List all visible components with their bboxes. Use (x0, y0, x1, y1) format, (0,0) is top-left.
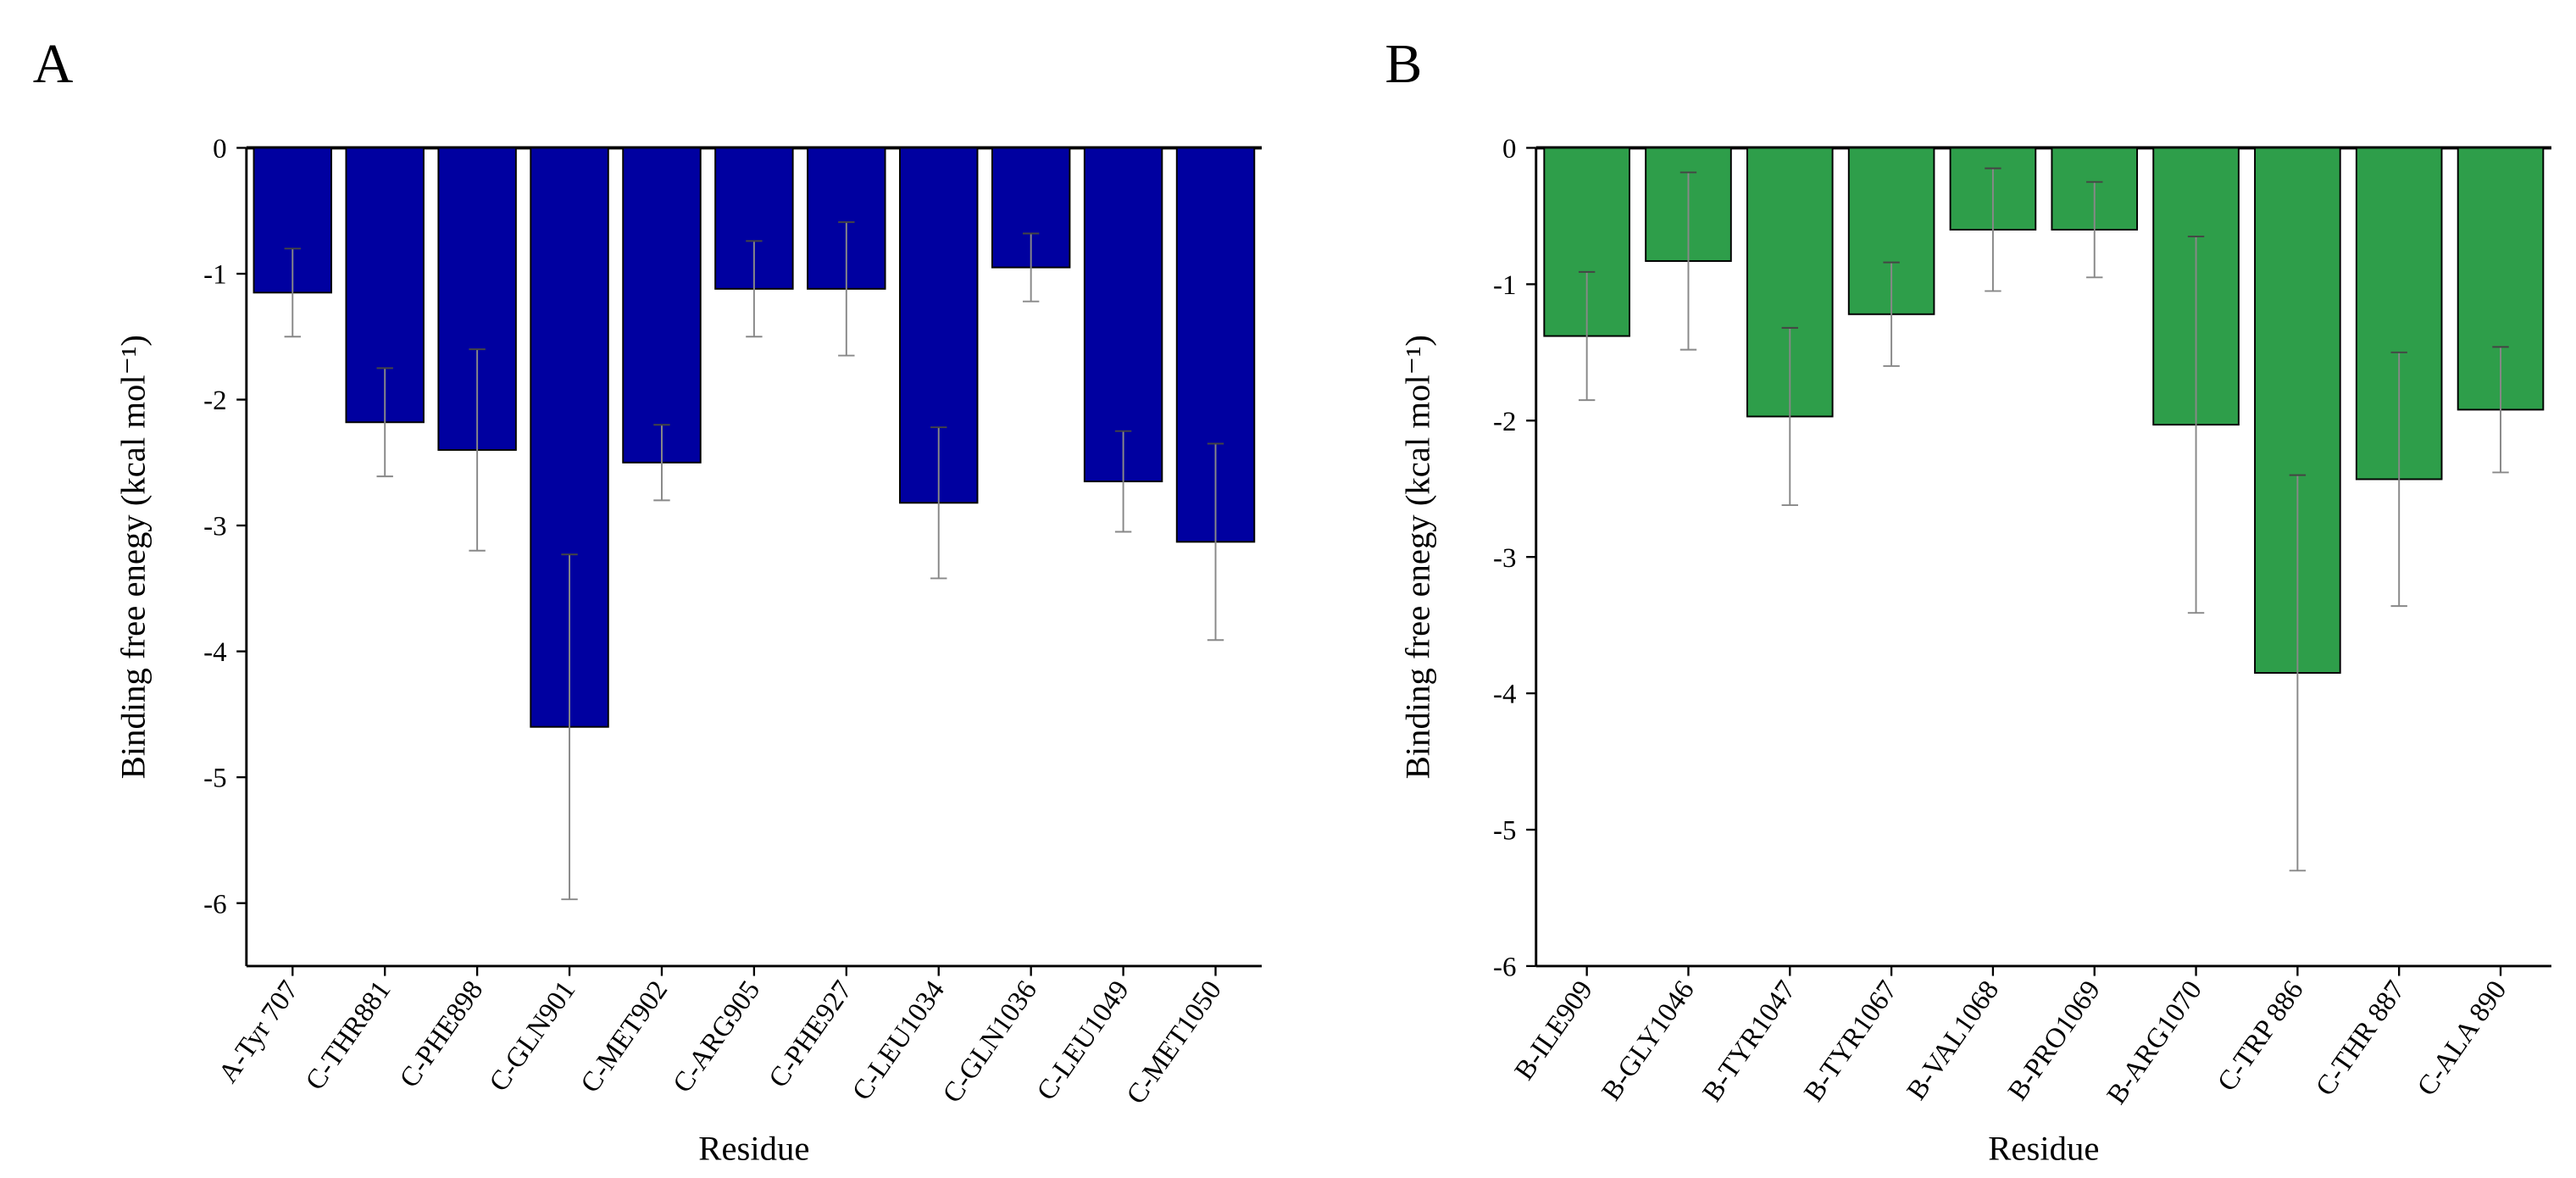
x-tick-label: A-Tyr 707 (213, 975, 304, 1088)
x-tick-label: C-PHE898 (394, 975, 489, 1093)
x-tick-label: C-GLN901 (484, 975, 582, 1097)
panel-label: B (1385, 33, 1422, 95)
y-tick-label: -3 (1493, 543, 1516, 574)
x-tick-label: C-ALA 890 (2412, 975, 2512, 1102)
y-axis-label: Binding free enegy (kcal mol⁻¹) (114, 335, 153, 779)
x-tick-label: C-LEU1034 (847, 975, 951, 1106)
x-tick-label: C-THR881 (300, 975, 397, 1096)
y-tick-label: -5 (203, 764, 226, 794)
x-axis-label: Residue (698, 1130, 809, 1168)
y-tick-label: -2 (1493, 407, 1516, 437)
bar (622, 147, 702, 464)
y-tick-label: -1 (203, 260, 226, 291)
y-tick-label: -2 (203, 386, 226, 416)
x-tick-label: C-ARG905 (668, 975, 767, 1098)
y-tick-label: -1 (1493, 270, 1516, 301)
x-tick-label: B-VAL1068 (1901, 975, 2006, 1106)
y-tick-label: -5 (1493, 816, 1516, 847)
y-tick-label: -6 (203, 889, 226, 920)
y-tick-label: -3 (203, 512, 226, 542)
x-tick-label: C-LEU1049 (1031, 975, 1135, 1106)
x-axis-label: Residue (1988, 1130, 2099, 1168)
y-tick-label: -4 (1493, 680, 1516, 710)
y-tick-label: -4 (203, 637, 226, 668)
x-tick-label: C-TRP 886 (2212, 975, 2309, 1097)
x-tick-label: C-MET902 (575, 975, 675, 1098)
x-tick-label: B-ARG1070 (2101, 975, 2208, 1110)
x-tick-label: B-TYR1067 (1798, 975, 1903, 1108)
x-tick-label: B-PRO1069 (2002, 975, 2107, 1106)
y-axis-label: Binding free enegy (kcal mol⁻¹) (1399, 335, 1437, 779)
x-tick-label: B-ILE909 (1509, 975, 1599, 1086)
y-tick-label: -6 (1493, 953, 1516, 983)
y-tick-label: 0 (213, 134, 226, 164)
y-tick-label: 0 (1502, 134, 1516, 164)
x-tick-label: C-GLN1036 (937, 975, 1043, 1109)
x-tick-label: C-PHE927 (763, 975, 858, 1093)
x-tick-label: B-GLY1046 (1596, 975, 1701, 1106)
x-tick-label: C-MET1050 (1121, 975, 1228, 1110)
panel-label: A (33, 33, 74, 95)
bar (1083, 147, 1163, 483)
x-tick-label: B-TYR1047 (1697, 975, 1802, 1108)
x-tick-label: C-THR 887 (2310, 975, 2411, 1102)
